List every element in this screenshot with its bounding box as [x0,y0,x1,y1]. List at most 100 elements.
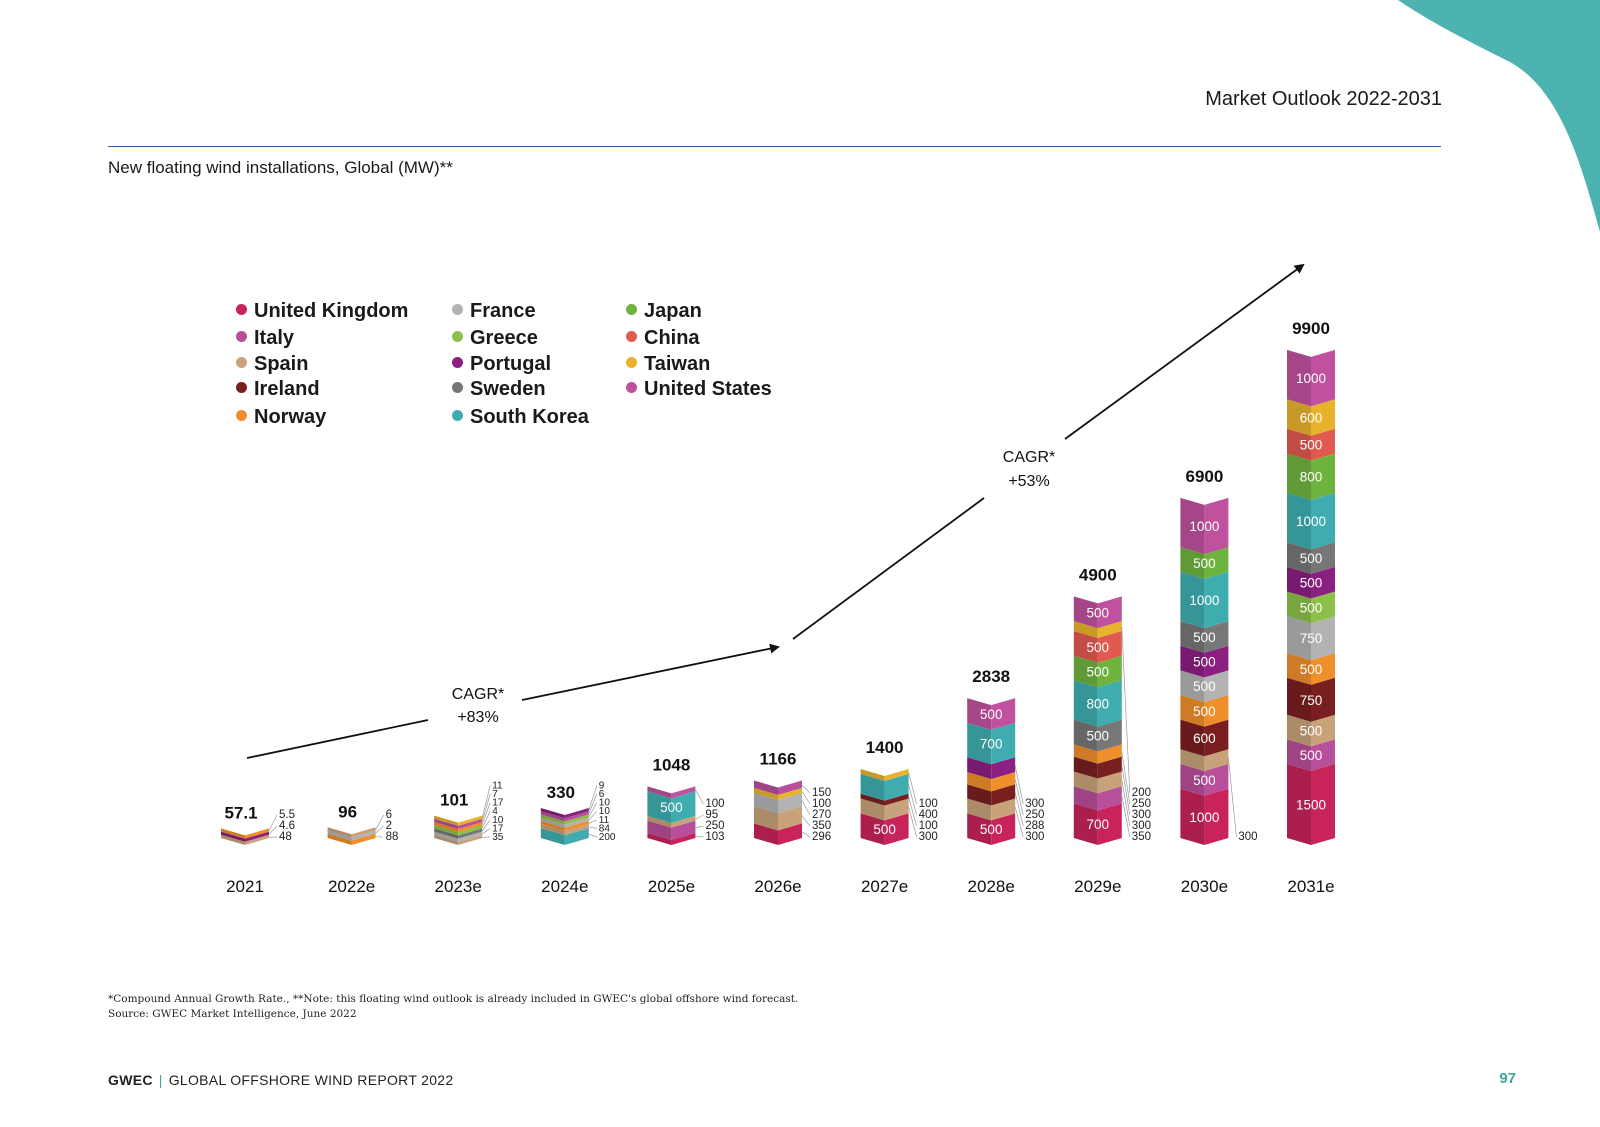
bar-segment-left [1073,803,1098,845]
segment-value-label: 500 [1087,640,1110,655]
bar-segment [458,828,483,839]
bar-segment [564,820,589,831]
x-tick-label: 2026e [754,877,801,896]
legend-item: Italy [236,327,294,350]
legend-label: Taiwan [644,353,711,375]
bar-segment-left [434,825,459,836]
bar-segment [1311,591,1335,624]
legend-swatch [236,304,247,316]
bar-segment-left [434,822,459,833]
bar-segment-left [540,814,565,825]
segment-value-label: 288 [1025,820,1044,832]
segment-value-label: 700 [980,736,1003,751]
bar-segment-left [860,793,885,806]
bar-total-label: 1400 [866,738,904,757]
segment-value-label: 300 [1238,831,1257,843]
segment-value-label: 500 [1193,679,1216,694]
bar-segment-left [1287,714,1311,747]
callout-leader [481,811,491,828]
segment-value-label: 100 [812,798,831,810]
bar-segment [884,773,909,801]
bar-segment-left [647,815,672,828]
legend-swatch [236,410,247,422]
bar-total-label: 57.1 [224,803,257,822]
segment-value-label: 35 [492,832,504,843]
segment-value-label: 4 [492,806,498,817]
segment-value-label: 500 [1193,556,1216,571]
bar-segment-left [1287,764,1311,845]
segment-value-label: 350 [812,820,831,832]
bar-group: 1500 500 500 750 500 750 500 500 500 1000 800 500 60… [1287,319,1335,896]
footnote-source: Source: GWEC Market Intelligence, June 2… [108,1008,357,1020]
segment-value-label: 500 [660,800,683,815]
bar-segment [1311,764,1335,845]
legend-item: Ireland [236,378,320,401]
footer-separator: | [158,1072,163,1088]
bar-segment-left [967,798,992,821]
bar-segment-left [221,834,245,845]
segment-value-label: 103 [705,831,724,843]
bar-segment-left [1180,547,1205,579]
segment-value-label: 300 [1132,820,1151,832]
segment-value-label: 150 [812,787,831,799]
bar-segment [564,814,589,825]
footnote: *Compound Annual Growth Rate., **Note: t… [108,992,798,1022]
callout-leader [588,826,597,829]
bar-segment [458,825,483,836]
legend-item: Spain [236,353,308,376]
segment-value-label: 500 [1087,664,1110,679]
bar-segment [778,806,802,831]
callout-leader [1228,757,1237,838]
bar-segment [564,807,589,819]
bar-segment-left [754,806,778,831]
bar-segment-left [967,784,992,806]
bar-segment-left [1287,739,1311,772]
callout-leader [801,800,811,816]
bar-group: 1000 500 600 500 500 500 500 1000 500 1000 300 6900… [1180,467,1258,896]
x-tick-label: 2022e [328,877,375,896]
bar-segment-left [1287,453,1311,500]
segment-value-label: 10 [492,815,504,826]
bar-segment-left [1287,566,1311,599]
x-tick-label: 2028e [968,877,1015,896]
bar-segment-left [540,823,565,836]
page-number: 97 [1499,1070,1516,1087]
segment-value-label: 300 [1025,831,1044,843]
bar-segment [884,793,909,806]
bar-segment [1311,349,1335,407]
bar-segment [245,828,269,839]
segment-value-label: 88 [386,831,399,843]
bar-segment-left [434,831,459,842]
bar-segment [671,820,696,840]
segment-value-label: 9 [599,780,605,791]
x-tick-label: 2025e [648,877,695,896]
bar-segment [671,791,696,823]
segment-value-label: 250 [1025,809,1044,821]
bar-segment-left [1073,771,1098,794]
legend-swatch [626,357,637,369]
bar-segment [991,798,1016,821]
bar-segment-left [540,820,565,831]
bar-segment-left [1180,621,1205,653]
callout-leader [801,784,811,794]
cagr-label: CAGR* [452,686,504,703]
segment-value-label: 5.5 [279,809,295,821]
segment-value-label: 400 [919,809,938,821]
segment-value-label: 500 [1193,773,1216,788]
legend-label: Greece [470,327,538,349]
cagr-arrow-line [246,719,429,759]
callout-leader [481,785,491,819]
bar-segment [351,827,376,838]
legend-item: United States [626,378,772,401]
legend-swatch [452,331,463,343]
bar-segment [351,830,376,841]
legend-label: Ireland [254,378,320,400]
bar-segment-left [1287,616,1311,661]
callout-leader [588,833,597,838]
bar-segment [671,786,696,799]
bar-segment-left [1287,677,1311,722]
callout-leader [695,825,704,829]
segment-value-label: 500 [1300,438,1323,453]
segment-value-label: 200 [599,832,616,843]
